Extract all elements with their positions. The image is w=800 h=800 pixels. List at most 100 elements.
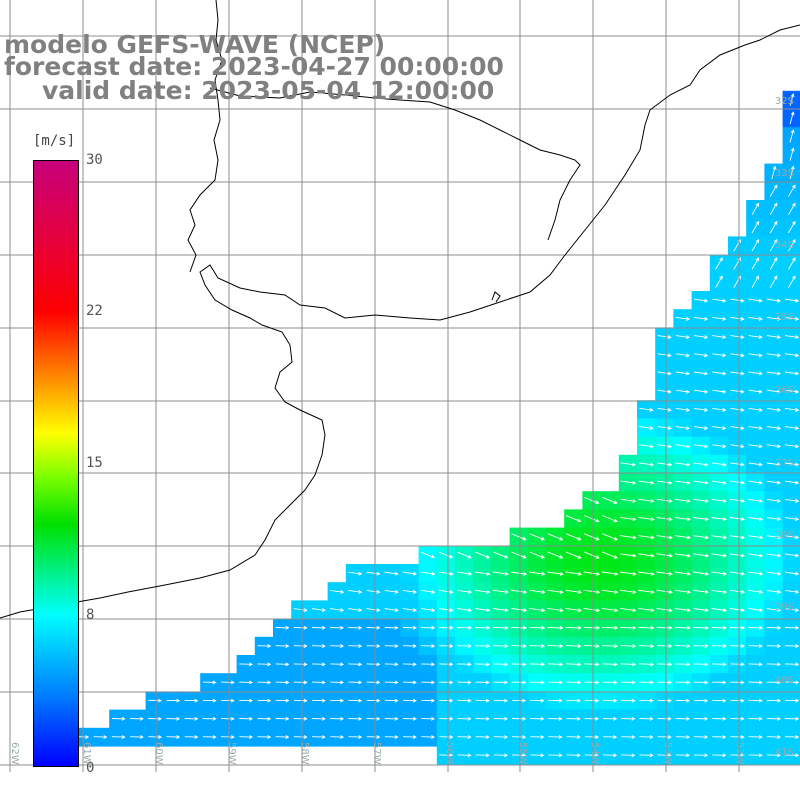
wind-arrow [730,298,745,303]
lat-label: 37S [774,458,794,469]
wind-arrow [638,480,655,485]
wind-arrow [657,407,672,412]
wind-arrow [620,498,637,503]
lat-label: 38S [774,530,794,541]
wind-arrow [620,516,637,522]
wind-arrow [620,607,637,613]
wind-arrow [693,589,710,594]
wind-arrow [420,589,436,594]
wind-arrow [603,716,618,721]
wind-arrow [748,498,764,503]
wind-arrow [639,753,654,758]
wind-arrow [751,275,760,288]
colorbar [33,160,79,767]
wind-arrow [656,589,673,594]
wind-arrow [603,735,618,739]
wind-arrow [769,275,778,288]
wind-arrow [769,257,778,270]
wind-arrow [638,462,655,467]
wind-arrow [148,698,163,703]
wind-arrow [547,571,564,576]
wind-arrow [330,662,345,667]
wind-arrow [565,571,583,576]
wind-arrow [602,698,618,703]
wind-arrow [769,202,778,216]
wind-arrow [657,389,672,394]
wind-arrow [785,462,800,467]
wind-arrow [766,698,782,703]
wind-arrow [657,680,673,685]
wind-arrow [456,571,473,576]
wind-arrow [748,608,764,613]
lon-label: 55W [517,742,528,765]
wind-arrow [693,498,709,503]
wind-arrow [584,515,600,523]
wind-arrow [730,625,746,630]
wind-arrow [712,444,727,449]
wind-arrow [694,426,709,431]
wind-arrow [730,644,745,648]
wind-arrow [788,220,796,234]
wind-arrow [601,625,619,630]
lat-lon-grid [0,0,800,772]
wind-arrow [766,316,782,321]
wind-arrow [202,680,217,685]
wind-arrow [438,571,454,576]
wind-arrow [493,608,509,613]
wind-arrow [766,389,782,394]
wind-arrow [675,353,691,358]
wind-arrow [748,644,763,648]
wind-arrow [493,644,509,648]
wind-arrow [384,716,399,721]
wind-arrow [751,220,760,234]
wind-arrow [785,407,800,412]
wind-arrow [619,571,637,576]
wind-arrow [694,716,709,721]
wind-arrow [656,607,673,613]
wind-arrow [711,625,727,630]
wind-arrow [712,462,727,467]
wind-arrow [184,698,199,703]
wind-arrow [439,698,454,703]
wind-arrow [366,698,381,703]
wind-arrow [529,625,546,630]
wind-arrow [619,535,637,540]
wind-arrow [712,298,727,303]
wind-arrow [602,662,618,667]
wind-arrow [730,698,745,703]
wind-arrow [621,716,636,721]
wind-arrow [493,662,509,667]
wind-arrow [275,625,290,630]
wind-arrow [638,625,655,630]
wind-arrow [202,716,217,721]
wind-arrow [548,698,563,703]
wind-arrow [748,589,764,594]
wind-arrow [511,625,528,630]
wind-arrow [493,589,509,594]
wind-arrow [675,335,691,340]
wind-arrow [584,680,600,685]
wind-arrow [421,735,436,739]
wind-arrow [675,753,691,758]
wind-arrow [384,571,399,576]
wind-arrow [639,716,654,721]
wind-arrow [239,662,254,667]
wind-arrow [766,735,782,739]
wind-arrow [675,480,691,485]
wind-arrow [565,533,582,541]
wind-arrow [439,551,454,559]
wind-arrow [730,444,745,449]
wind-arrow [403,662,417,667]
wind-arrow [730,316,745,321]
wind-arrow [748,716,763,721]
lon-label: 61W [81,742,92,765]
lon-label: 58W [299,742,310,765]
wind-arrow [420,625,436,630]
wind-arrow [694,407,709,412]
colorbar-unit: [m/s] [33,133,76,149]
border-path [209,87,581,241]
wind-arrow [748,735,763,739]
wind-arrow [421,716,436,721]
wind-arrow [730,389,745,394]
wind-arrow [366,589,381,594]
